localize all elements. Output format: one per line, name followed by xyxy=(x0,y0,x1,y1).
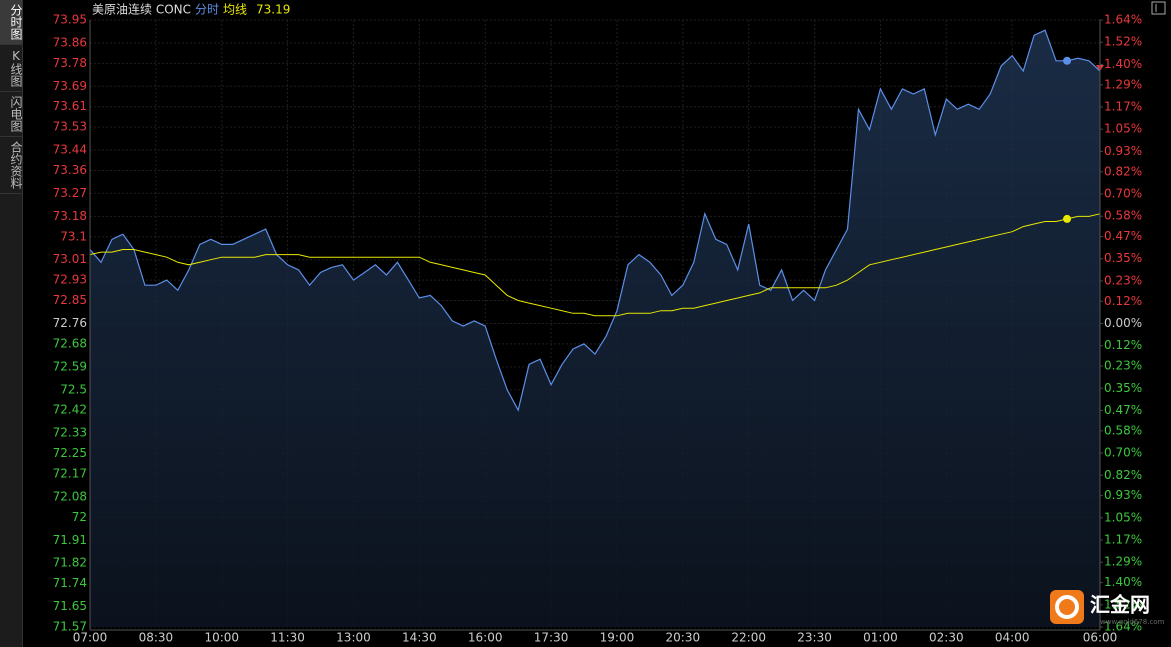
y2-tick-label: 0.82% xyxy=(1104,164,1142,178)
y-tick-label: 71.74 xyxy=(53,576,87,590)
y2-tick-label: 1.29% xyxy=(1104,77,1142,91)
x-tick-label: 20:30 xyxy=(666,631,701,645)
x-tick-label: 04:00 xyxy=(995,631,1030,645)
y-tick-label: 73.36 xyxy=(53,163,87,177)
y2-tick-label: 0.58% xyxy=(1104,423,1142,437)
y-tick-label: 72.33 xyxy=(53,426,87,440)
y-tick-label: 73.01 xyxy=(53,252,87,266)
y-tick-label: 73.86 xyxy=(53,35,87,49)
y-tick-label: 73.27 xyxy=(53,186,87,200)
y-tick-label: 72.5 xyxy=(60,382,87,396)
y2-tick-label: 0.47% xyxy=(1104,403,1142,417)
x-tick-label: 07:00 xyxy=(73,631,108,645)
y2-tick-label: 0.47% xyxy=(1104,229,1142,243)
y-tick-label: 72.17 xyxy=(53,466,87,480)
y-tick-label: 72.76 xyxy=(53,316,87,330)
y-tick-label: 72 xyxy=(72,510,87,524)
cursor-dot xyxy=(1063,214,1072,223)
x-tick-label: 16:00 xyxy=(468,631,503,645)
y-tick-label: 73.18 xyxy=(53,209,87,223)
y2-tick-label: 1.64% xyxy=(1104,13,1142,27)
y-tick-label: 73.1 xyxy=(60,229,87,243)
y-tick-label: 73.53 xyxy=(53,120,87,134)
y2-tick-label: 0.82% xyxy=(1104,468,1142,482)
y2-tick-label: 1.52% xyxy=(1104,35,1142,49)
x-tick-label: 01:00 xyxy=(863,631,898,645)
avg-line xyxy=(89,213,1101,317)
price-line xyxy=(89,29,1101,412)
chart-name: 美原油连续 CONC xyxy=(92,2,191,17)
y-tick-label: 73.95 xyxy=(53,13,87,27)
y-tick-label: 72.42 xyxy=(53,403,87,417)
y2-tick-label: 0.70% xyxy=(1104,446,1142,460)
y2-tick-label: 1.40% xyxy=(1104,575,1142,589)
y2-tick-label: 0.35% xyxy=(1104,381,1142,395)
y-tick-label: 73.78 xyxy=(53,56,87,70)
sidebar-tab[interactable]: K线图 xyxy=(0,45,23,92)
y-tick-label: 73.44 xyxy=(53,143,87,157)
avg-legend: 均线 xyxy=(223,3,247,17)
x-tick-label: 23:30 xyxy=(797,631,832,645)
y2-tick-label: 0.12% xyxy=(1104,338,1142,352)
x-tick-label: 02:30 xyxy=(929,631,964,645)
y2-tick-label: 0.12% xyxy=(1104,294,1142,308)
y-tick-label: 71.57 xyxy=(53,620,87,634)
plot xyxy=(89,29,1104,627)
y2-tick-label: 1.17% xyxy=(1104,533,1142,547)
x-tick-label: 08:30 xyxy=(139,631,174,645)
y2-tick-label: 1.05% xyxy=(1104,510,1142,524)
y-tick-label: 71.91 xyxy=(53,533,87,547)
cursor-dot xyxy=(1063,56,1072,65)
y2-tick-label: 1.17% xyxy=(1104,99,1142,113)
y-tick-label: 72.93 xyxy=(53,273,87,287)
y-tick-label: 71.65 xyxy=(53,599,87,613)
y2-tick-label: 0.93% xyxy=(1104,144,1142,158)
y2-tick-label: 1.52% xyxy=(1104,597,1142,611)
x-tick-label: 13:00 xyxy=(336,631,371,645)
y2-tick-label: 0.23% xyxy=(1104,273,1142,287)
y2-tick-label: 1.29% xyxy=(1104,555,1142,569)
brand: 汇金网 xyxy=(1090,593,1150,617)
y-tick-label: 73.69 xyxy=(53,79,87,93)
sidebar-tab[interactable]: 分时图 xyxy=(0,0,23,45)
y-tick-label: 71.82 xyxy=(53,556,87,570)
sidebar-tab[interactable]: 合约资料 xyxy=(0,137,23,194)
price-area xyxy=(90,30,1100,627)
x-tick-label: 06:00 xyxy=(1083,631,1118,645)
axes: 73.95 73.86 73.78 73.69 73.61 73.53 73.44 73.36… xyxy=(53,13,1142,645)
y2-tick-label: 0.70% xyxy=(1104,186,1142,200)
brand-url: www.gold678.com xyxy=(1100,618,1165,626)
y-tick-label: 72.85 xyxy=(53,293,87,307)
x-tick-label: 14:30 xyxy=(402,631,437,645)
y2-tick-label: 1.64% xyxy=(1104,620,1142,634)
watermark: 汇金网 www.gold678.com xyxy=(1050,590,1165,626)
x-tick-label: 10:00 xyxy=(204,631,239,645)
y-tick-label: 72.68 xyxy=(53,336,87,350)
y-tick-label: 73.61 xyxy=(53,99,87,113)
y2-tick-label: 0.93% xyxy=(1104,488,1142,502)
x-tick-label: 17:30 xyxy=(534,631,569,645)
y-tick-label: 72.25 xyxy=(53,446,87,460)
x-tick-label: 19:00 xyxy=(600,631,635,645)
avg-value: 73.19 xyxy=(256,3,290,17)
toolbar-icon-frame[interactable] xyxy=(1151,1,1166,15)
y2-tick-label: 0.23% xyxy=(1104,359,1142,373)
y2-tick-label: 0.00% xyxy=(1104,316,1142,330)
sidebar: 分时图 K线图 闪电图 合约资料 xyxy=(0,0,23,647)
y-tick-label: 72.08 xyxy=(53,489,87,503)
logo-ring xyxy=(1055,595,1079,619)
y2-tick-label: 0.35% xyxy=(1104,251,1142,265)
x-tick-label: 11:30 xyxy=(270,631,305,645)
y2-tick-label: 1.40% xyxy=(1104,57,1142,71)
y2-tick-label: 1.05% xyxy=(1104,122,1142,136)
price-legend: 分时 xyxy=(195,3,219,17)
sidebar-tab[interactable]: 闪电图 xyxy=(0,92,23,137)
toolbar-icon[interactable] xyxy=(1151,1,1166,15)
logo-icon xyxy=(1050,590,1084,624)
y2-tick-label: 0.58% xyxy=(1104,209,1142,223)
x-tick-label: 22:00 xyxy=(731,631,766,645)
y-tick-label: 72.59 xyxy=(53,359,87,373)
